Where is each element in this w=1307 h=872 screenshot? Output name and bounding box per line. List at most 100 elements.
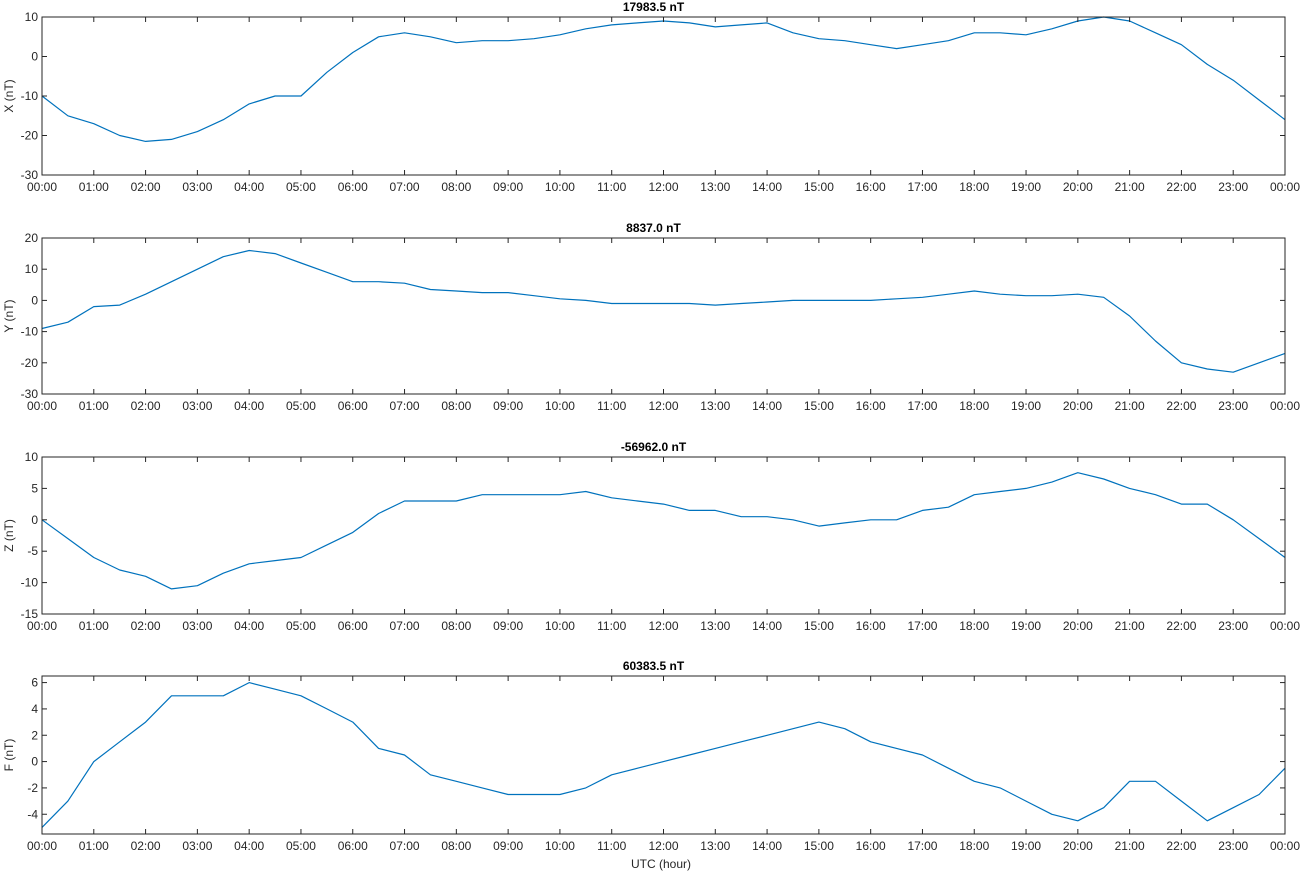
x-tick-label: 14:00 [752,619,782,633]
y-tick-label: 2 [31,728,38,742]
x-tick-label: 18:00 [959,180,989,194]
x-tick-label: 17:00 [907,619,937,633]
y-tick-label: -20 [21,356,39,370]
x-tick-label: 08:00 [441,619,471,633]
x-tick-label: 21:00 [1115,399,1145,413]
x-tick-label: 17:00 [907,180,937,194]
y-tick-label: -10 [21,325,39,339]
x-tick-label: 19:00 [1011,399,1041,413]
y-tick-label: 10 [25,450,39,464]
x-tick-label: 21:00 [1115,619,1145,633]
x-tick-label: 06:00 [338,839,368,853]
panel-z: 00:00 01:00 02:00 03:00 04:00 05:00 06:00 07:00… [2,440,1300,633]
x-tick-label: 00:00 [1270,180,1300,194]
x-tick-label: 13:00 [700,399,730,413]
x-tick-label: 09:00 [493,399,523,413]
y-tick-label: -30 [21,168,39,182]
panel-f: 00:00 01:00 02:00 03:00 04:00 05:00 06:00 07:00… [2,659,1300,853]
x-tick-label: 15:00 [804,180,834,194]
x-tick-label: 00:00 [1270,839,1300,853]
panel-title: 17983.5 nT [623,0,685,14]
x-tick-label: 01:00 [79,839,109,853]
x-tick-label: 09:00 [493,839,523,853]
x-tick-label: 14:00 [752,399,782,413]
x-tick-label: 15:00 [804,399,834,413]
x-tick-label: 22:00 [1166,399,1196,413]
x-tick-label: 23:00 [1218,399,1248,413]
x-tick-label: 04:00 [234,839,264,853]
y-tick-label: 6 [31,676,38,690]
x-tick-label: 22:00 [1166,619,1196,633]
x-tick-label: 18:00 [959,839,989,853]
x-tick-label: 03:00 [182,399,212,413]
x-tick-label: 06:00 [338,619,368,633]
x-axis-label: UTC (hour) [631,857,691,871]
y-tick-label: -10 [21,576,39,590]
x-tick-label: 12:00 [648,619,678,633]
y-tick-label: 0 [31,755,38,769]
y-tick-label: 0 [31,293,38,307]
x-tick-label: 23:00 [1218,180,1248,194]
x-tick-label: 18:00 [959,619,989,633]
y-tick-label: -10 [21,89,39,103]
x-tick-label: 20:00 [1063,180,1093,194]
y-tick-label: 4 [31,702,38,716]
x-tick-label: 20:00 [1063,619,1093,633]
x-tick-label: 10:00 [545,619,575,633]
x-tick-label: 00:00 [27,839,57,853]
x-tick-label: 21:00 [1115,180,1145,194]
x-tick-label: 15:00 [804,619,834,633]
x-tick-label: 05:00 [286,399,316,413]
x-tick-label: 11:00 [597,839,626,853]
chart-panels: 00:00 01:00 02:00 03:00 04:00 05:00 06:00 07:00… [2,0,1300,853]
x-tick-label: 04:00 [234,399,264,413]
x-tick-label: 10:00 [545,399,575,413]
x-tick-label: 22:00 [1166,180,1196,194]
x-tick-label: 05:00 [286,180,316,194]
x-tick-label: 15:00 [804,839,834,853]
x-tick-label: 02:00 [131,619,161,633]
x-tick-label: 07:00 [390,839,420,853]
y-axis-label: Y (nT) [2,299,16,332]
x-tick-label: 12:00 [648,839,678,853]
y-tick-label: -15 [21,607,39,621]
x-tick-label: 13:00 [700,619,730,633]
panel-title: 60383.5 nT [623,659,685,673]
series-line [41,681,1286,828]
x-tick-label: 22:00 [1166,839,1196,853]
x-tick-label: 11:00 [597,619,626,633]
y-axis-label: X (nT) [2,79,16,112]
x-tick-label: 06:00 [338,399,368,413]
y-tick-label: -20 [21,129,39,143]
y-tick-label: 5 [31,481,38,495]
x-tick-label: 14:00 [752,180,782,194]
x-tick-label: 14:00 [752,839,782,853]
x-tick-label: 03:00 [182,839,212,853]
x-tick-label: 13:00 [700,180,730,194]
y-tick-label: -5 [27,544,38,558]
x-tick-label: 12:00 [648,180,678,194]
x-tick-label: 19:00 [1011,839,1041,853]
y-tick-label: 20 [25,231,39,245]
y-tick-label: -4 [27,807,38,821]
x-tick-label: 18:00 [959,399,989,413]
y-tick-label: -30 [21,387,39,401]
y-tick-label: 10 [25,10,39,24]
x-tick-label: 08:00 [441,839,471,853]
series-line [41,249,1286,373]
x-tick-label: 13:00 [700,839,730,853]
y-tick-label: 0 [31,513,38,527]
x-tick-label: 02:00 [131,399,161,413]
x-tick-label: 16:00 [856,839,886,853]
panel-x: 00:00 01:00 02:00 03:00 04:00 05:00 06:00 07:00… [2,0,1300,194]
x-tick-label: 00:00 [27,399,57,413]
x-tick-label: 16:00 [856,180,886,194]
x-tick-label: 05:00 [286,839,316,853]
x-tick-label: 11:00 [597,180,626,194]
y-tick-label: -2 [27,781,38,795]
x-tick-label: 01:00 [79,619,109,633]
x-tick-label: 02:00 [131,839,161,853]
x-tick-label: 06:00 [338,180,368,194]
